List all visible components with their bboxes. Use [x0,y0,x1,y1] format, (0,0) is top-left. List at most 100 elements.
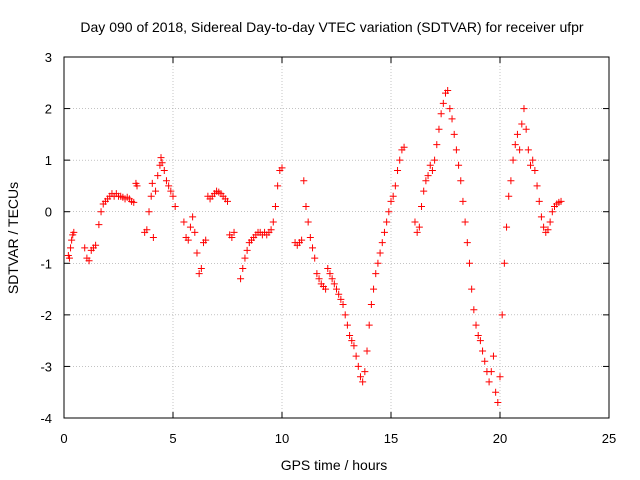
x-tick-label: 10 [275,431,289,446]
data-point [422,177,430,185]
data-point [228,234,236,241]
data-point [193,249,201,257]
data-point [511,141,519,149]
y-tick-label: 3 [45,50,52,65]
series-seg-a [64,228,78,262]
data-point [350,342,358,350]
data-point [322,285,330,293]
data-point [468,285,476,293]
data-point [389,192,397,200]
data-point [341,311,349,319]
data-point [180,218,188,226]
data-point [309,244,317,252]
data-point [241,254,249,262]
data-point [374,259,382,267]
data-point [143,226,151,234]
data-point [92,241,100,249]
data-point [356,373,364,381]
chart-title: Day 090 of 2018, Sidereal Day-to-day VTE… [80,19,584,35]
data-point [415,223,423,231]
data-point [372,270,380,278]
data-points [64,87,565,407]
data-point [304,218,312,226]
y-tick-label: -1 [40,256,52,271]
data-point [154,172,162,180]
data-point [385,208,393,216]
data-point [269,218,277,226]
data-point [147,192,155,200]
data-point [186,223,194,231]
series-seg-g [237,164,286,283]
data-point [335,290,343,298]
data-point [68,236,76,244]
data-point [97,208,105,216]
data-point [496,373,504,381]
x-tick-label: 15 [384,431,398,446]
data-point [300,177,308,185]
x-tick-label: 25 [602,431,616,446]
data-point [420,187,428,195]
grid [64,57,609,418]
data-point [387,197,395,205]
data-point [487,368,495,376]
data-point [520,105,528,113]
data-point [391,182,399,190]
data-point [149,234,157,241]
y-tick-label: 0 [45,205,52,220]
data-point [426,161,434,169]
series-seg-j [411,87,497,386]
data-point [479,347,487,355]
data-point [313,270,321,278]
data-point [424,172,432,180]
data-point [274,182,282,190]
data-point [85,257,93,265]
data-point [522,125,530,133]
data-point [485,378,493,386]
data-point [306,234,314,241]
data-point [346,331,354,339]
data-point [461,218,469,226]
data-point [537,213,545,221]
data-point [529,156,537,164]
data-point [527,161,535,169]
data-point [133,182,141,190]
plot-frame [63,56,610,419]
data-point [367,301,375,309]
data-point [67,244,75,252]
data-point [148,179,156,187]
data-point [224,197,231,205]
data-point [472,321,480,329]
data-point [267,226,275,234]
data-point [437,110,445,118]
data-point [396,156,404,164]
data-point [70,228,78,236]
data-point [197,264,205,272]
data-point [428,166,436,174]
data-point [400,143,408,151]
series-seg-i [370,143,408,293]
series-seg-b [81,241,100,265]
data-point [540,223,548,231]
data-point [165,182,173,190]
x-tick-label: 5 [169,431,176,446]
data-point [326,270,334,278]
data-point [278,164,286,172]
data-point [544,226,552,234]
y-axis-label: SDTVAR / TECUs [5,182,21,294]
y-tick-label: 1 [45,153,52,168]
data-point [465,259,473,267]
data-point [169,192,177,200]
data-point [157,154,165,162]
data-point [152,187,160,195]
data-point [383,218,391,226]
data-point [202,236,210,244]
data-point [337,295,345,303]
data-point [365,321,373,329]
data-point [352,352,360,360]
data-point [548,208,556,216]
data-point [363,347,371,355]
data-point [339,301,347,309]
data-point [184,236,192,244]
series-seg-k [492,105,565,407]
data-point [481,357,489,365]
